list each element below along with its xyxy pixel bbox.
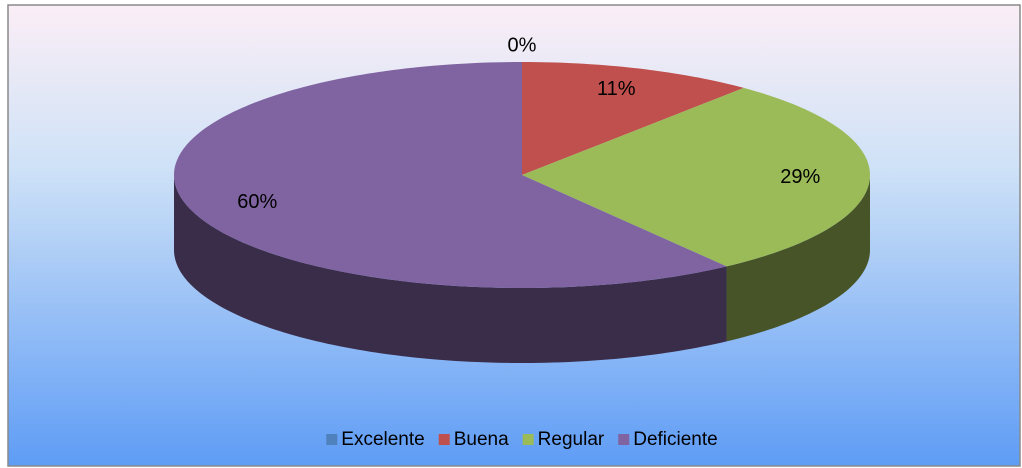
slice <box>174 62 727 288</box>
slice <box>522 62 744 175</box>
legend-swatch <box>438 434 450 445</box>
slice <box>522 87 870 267</box>
slice-side <box>174 175 727 363</box>
slice-side <box>726 175 870 342</box>
data-label: 0% <box>508 34 537 56</box>
data-label: 29% <box>780 166 820 188</box>
data-label: 60% <box>237 191 277 213</box>
legend-label: Regular <box>538 429 605 450</box>
legend-swatch <box>618 434 630 445</box>
legend-swatch <box>326 434 338 445</box>
legend-label: Deficiente <box>633 429 718 450</box>
legend-swatch <box>522 434 534 445</box>
legend-label: Excelente <box>341 429 424 450</box>
legend-label: Buena <box>454 429 509 450</box>
data-label: 11% <box>597 78 636 100</box>
